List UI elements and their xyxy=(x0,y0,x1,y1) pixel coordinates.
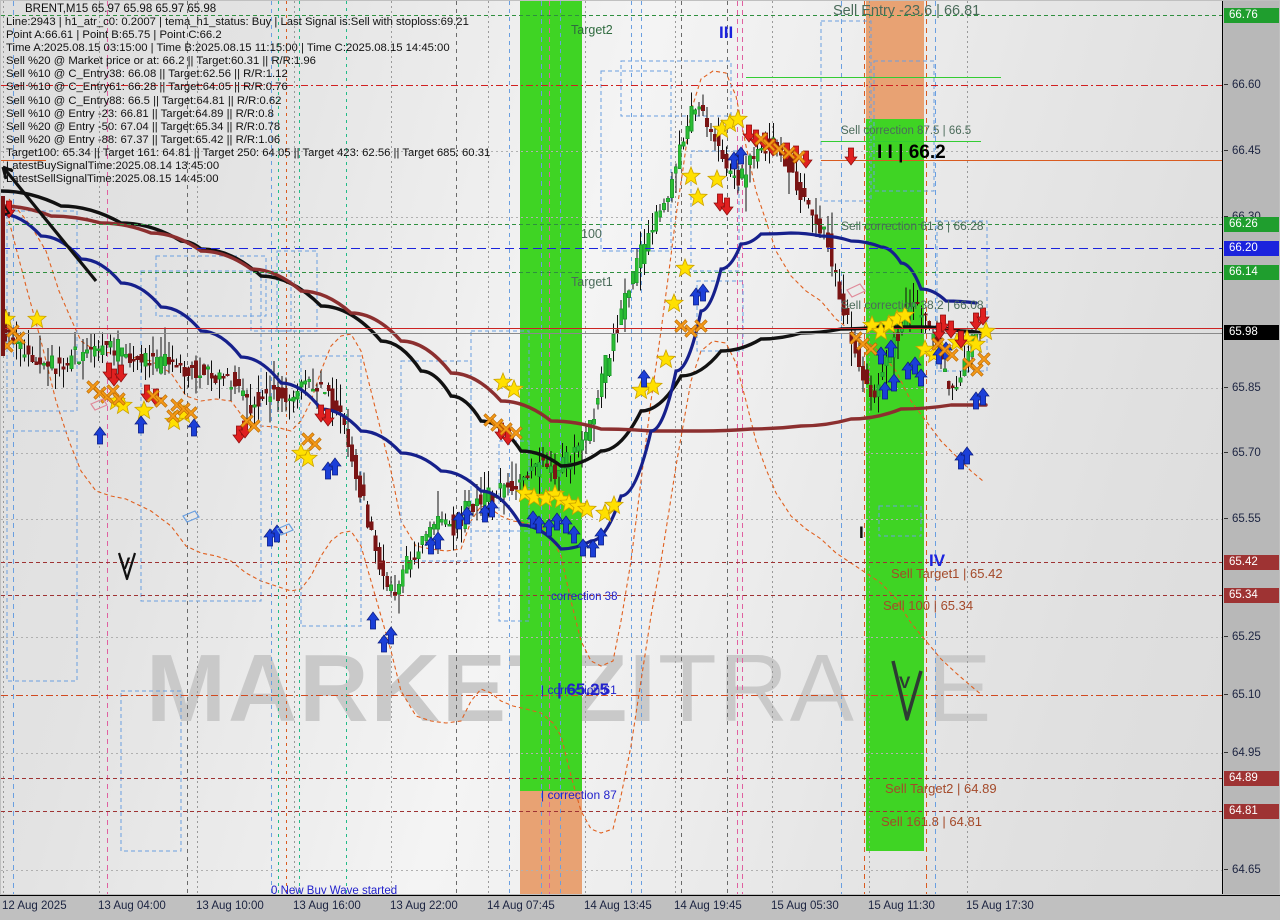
star-signal-icon xyxy=(688,187,708,206)
sell-target2: Sell Target2 | 64.89 xyxy=(885,781,997,796)
buy-arrow-icon xyxy=(559,515,573,534)
sell-entry-236: Sell Entry -23.6 | 66.81 xyxy=(833,3,981,19)
chart-svg xyxy=(1,1,1222,894)
sell-corr-382: Sell correction 38.2 | 66.08 xyxy=(841,298,984,312)
indicator-info-panel: Line:2943 | h1_atr_c0: 0.2007 | tema_h1_… xyxy=(6,16,490,186)
star-signal-icon xyxy=(134,400,154,419)
info-line: Sell %10 @ C_Entry88: 66.5 || Target:64.… xyxy=(6,94,282,107)
price-65-25: | 65.25 xyxy=(557,680,610,699)
price-label-highlight: 66.20 xyxy=(1224,241,1279,256)
buy-arrow-icon xyxy=(878,381,892,400)
price-label-highlight: 66.26 xyxy=(1224,217,1279,232)
target2: Target2 xyxy=(571,23,613,37)
price-tick: 65.70 xyxy=(1224,446,1279,460)
sell-target1: Sell Target1 | 65.42 xyxy=(891,566,1003,581)
time-tick: 14 Aug 13:45 xyxy=(584,900,652,912)
star-signal-icon xyxy=(681,166,701,185)
info-line: LatestBuySignalTime:2025.08.14 13:45:00 xyxy=(6,160,220,173)
time-tick: 13 Aug 04:00 xyxy=(98,900,166,912)
info-line: Sell %10 @ Entry -23: 66.81 || Target:64… xyxy=(6,107,274,120)
wave-iv: IV xyxy=(929,551,946,570)
wave-v-left: V xyxy=(119,554,131,573)
time-tick: 14 Aug 19:45 xyxy=(674,900,742,912)
cross-signal-icon xyxy=(977,352,991,366)
info-line: Sell %10 @ C_Entry38: 66.08 || Target:62… xyxy=(6,68,288,81)
price-tick: 66.45 xyxy=(1224,144,1279,158)
time-tick: 14 Aug 07:45 xyxy=(487,900,555,912)
sell-1618: Sell 161.8 | 64.81 xyxy=(881,814,982,829)
green-zone-right xyxy=(866,119,924,851)
info-line: Line:2943 | h1_atr_c0: 0.2007 | tema_h1_… xyxy=(6,16,469,28)
price-tick: 65.85 xyxy=(1224,381,1279,395)
cross-signal-icon xyxy=(308,437,322,451)
info-line: LatestSellSignalTime:2025.08.15 14:45:00 xyxy=(6,173,219,186)
price-tick: 65.10 xyxy=(1224,688,1279,702)
time-axis[interactable]: 12 Aug 2025 13 Aug 04:00 13 Aug 10:00 13 Au… xyxy=(0,895,1280,920)
cross-signal-icon xyxy=(970,363,984,377)
buy-arrow-icon xyxy=(366,611,380,630)
sell-corr-618: Sell correction 61.8 | 66.28 xyxy=(841,219,984,233)
time-tick: 13 Aug 10:00 xyxy=(196,900,264,912)
correction-87: | correction 87 xyxy=(541,788,617,802)
info-line: Sell %10 @ C_Entry61: 66.28 || Target:64… xyxy=(6,81,288,94)
wave-iii: III xyxy=(719,23,734,42)
price-label-highlight: 64.89 xyxy=(1224,771,1279,786)
time-tick: 13 Aug 16:00 xyxy=(293,900,361,912)
price-label-highlight: 66.14 xyxy=(1224,265,1279,280)
price-label-highlight: 64.81 xyxy=(1224,804,1279,819)
new-buy-wave: 0 New Buy Wave started xyxy=(271,885,398,894)
sell-corr-875: Sell correction 87.5 | 66.5 xyxy=(841,125,972,137)
price-label-highlight: 66.76 xyxy=(1224,8,1279,23)
buy-arrow-icon xyxy=(567,525,581,544)
wave-v-right: V xyxy=(899,673,911,692)
orange-zone-left xyxy=(520,791,582,894)
orange-zone-right xyxy=(866,1,924,119)
info-line: Sell %20 @ Entry -88: 67.37 || Target:65… xyxy=(6,133,281,146)
correction-38: correction 38 xyxy=(551,591,618,603)
buy-arrow-icon xyxy=(550,512,564,531)
info-line: Sell %20 @ Entry -50: 67.04 || Target:65… xyxy=(6,120,281,133)
price-tick: 65.25 xyxy=(1224,630,1279,644)
price-tick: 64.95 xyxy=(1224,746,1279,760)
info-line: Time A:2025.08.15 03:15:00 | Time B:2025… xyxy=(6,42,450,55)
time-tick: 15 Aug 05:30 xyxy=(771,900,839,912)
star-signal-icon xyxy=(664,293,684,312)
price-label-highlight: 65.42 xyxy=(1224,555,1279,570)
info-line: Target100: 65.34 || Target 161: 64.81 ||… xyxy=(6,146,491,159)
info-line: Point A:66.61 | Point B:65.75 | Point C:… xyxy=(6,29,222,42)
price-tick: 64.65 xyxy=(1224,863,1279,877)
chart-plot-area[interactable]: MARKETZITRADE xyxy=(1,1,1223,894)
price-label-highlight: 65.98 xyxy=(1224,325,1279,340)
buy-arrow-icon xyxy=(134,415,148,434)
target1: Target1 xyxy=(571,275,613,289)
wave-i: I xyxy=(859,523,864,542)
label-100: 100 xyxy=(581,227,602,241)
cross-signal-icon xyxy=(247,419,261,433)
star-signal-icon xyxy=(707,169,727,188)
star-signal-icon xyxy=(656,349,676,368)
price-tick: 66.60 xyxy=(1224,78,1279,92)
buy-arrow-icon xyxy=(93,426,107,445)
price-axis[interactable]: 66.6066.4566.3065.8565.7065.5565.2565.10… xyxy=(1224,1,1279,894)
time-tick: 13 Aug 22:00 xyxy=(390,900,458,912)
symbol-header: BRENT,M15 65.97 65.98 65.97 65.98 xyxy=(25,3,217,15)
green-zone-left xyxy=(520,1,582,791)
star-signal-icon xyxy=(577,499,597,518)
price-tick: 65.55 xyxy=(1224,512,1279,526)
price-label-highlight: 65.34 xyxy=(1224,588,1279,603)
sell-100: Sell 100 | 65.34 xyxy=(883,598,974,613)
time-tick: 12 Aug 2025 xyxy=(2,900,67,912)
time-tick: 15 Aug 17:30 xyxy=(966,900,1034,912)
info-line: Sell %20 @ Market price or at: 66.2 || T… xyxy=(6,55,316,68)
price-66-2: I I | 66.2 xyxy=(877,142,946,163)
time-tick: 15 Aug 11:30 xyxy=(868,900,935,912)
sell-arrow-icon xyxy=(844,147,858,166)
correction-61: | correction 61 xyxy=(541,683,617,697)
